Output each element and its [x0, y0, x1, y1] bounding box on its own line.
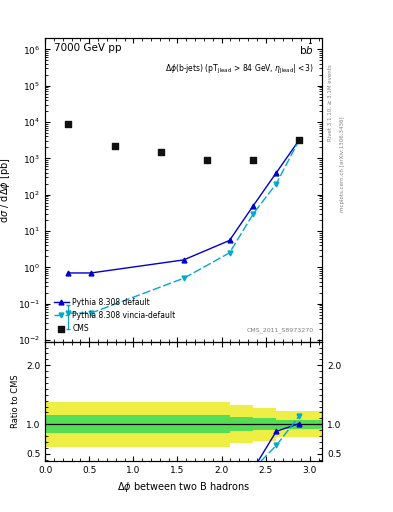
Legend: Pythia 8.308 default, Pythia 8.308 vincia-default, CMS: Pythia 8.308 default, Pythia 8.308 vinci…: [51, 295, 178, 335]
X-axis label: $\Delta\phi$ between two B hadrons: $\Delta\phi$ between two B hadrons: [117, 480, 250, 494]
CMS: [296, 136, 302, 144]
Line: Pythia 8.308 default: Pythia 8.308 default: [66, 138, 301, 275]
Text: 7000 GeV pp: 7000 GeV pp: [53, 43, 121, 53]
CMS: [158, 148, 164, 156]
Pythia 8.308 default: [89, 270, 94, 276]
CMS: [112, 142, 118, 150]
Pythia 8.308 vincia-default: [274, 181, 279, 187]
Pythia 8.308 default: [181, 257, 186, 263]
Pythia 8.308 default: [251, 203, 256, 209]
Pythia 8.308 vincia-default: [227, 250, 232, 256]
Pythia 8.308 default: [297, 137, 301, 143]
Text: $\Delta\phi$(b-jets) (pT$_{\rm Jlead}$ > 84 GeV, $\eta_{\rm Jlead}$| <3): $\Delta\phi$(b-jets) (pT$_{\rm Jlead}$ >…: [165, 62, 314, 76]
Y-axis label: Ratio to CMS: Ratio to CMS: [11, 374, 20, 428]
Pythia 8.308 vincia-default: [251, 210, 256, 217]
Line: Pythia 8.308 vincia-default: Pythia 8.308 vincia-default: [66, 138, 301, 315]
Text: Rivet 3.1.10, ≥ 3.1M events: Rivet 3.1.10, ≥ 3.1M events: [328, 64, 333, 141]
Pythia 8.308 default: [227, 238, 232, 244]
Text: b$\bar{b}$: b$\bar{b}$: [299, 43, 314, 57]
Text: CMS_2011_S8973270: CMS_2011_S8973270: [247, 327, 314, 333]
Pythia 8.308 vincia-default: [66, 310, 70, 316]
CMS: [250, 156, 257, 164]
Pythia 8.308 vincia-default: [181, 275, 186, 281]
Pythia 8.308 vincia-default: [89, 310, 94, 316]
CMS: [65, 120, 71, 128]
Pythia 8.308 vincia-default: [297, 137, 301, 143]
CMS: [204, 156, 210, 164]
Y-axis label: d$\sigma$ / d$\Delta\phi$ [pb]: d$\sigma$ / d$\Delta\phi$ [pb]: [0, 157, 13, 223]
Pythia 8.308 default: [274, 169, 279, 176]
Pythia 8.308 default: [66, 270, 70, 276]
Text: mcplots.cern.ch [arXiv:1306.3436]: mcplots.cern.ch [arXiv:1306.3436]: [340, 116, 345, 211]
